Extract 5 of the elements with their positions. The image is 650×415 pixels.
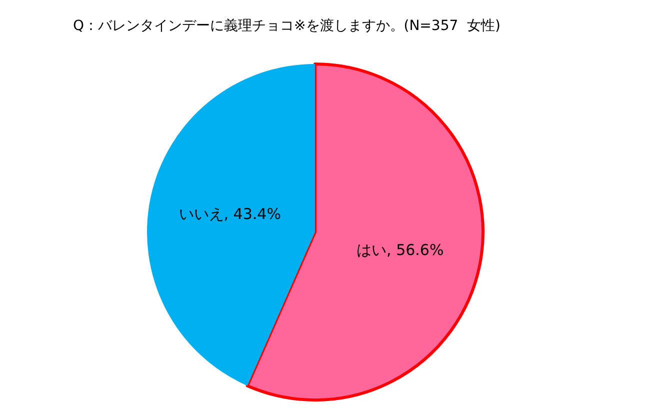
data-label: , 43.4% <box>224 205 281 224</box>
chart-title: Q：バレンタインデーに義理チョコ※を渡しますか。(N=357 女性) <box>73 18 500 34</box>
data-label: , 56.6% <box>386 240 444 259</box>
slice-label: いいえ <box>178 205 224 224</box>
slice-label: はい <box>356 240 387 259</box>
